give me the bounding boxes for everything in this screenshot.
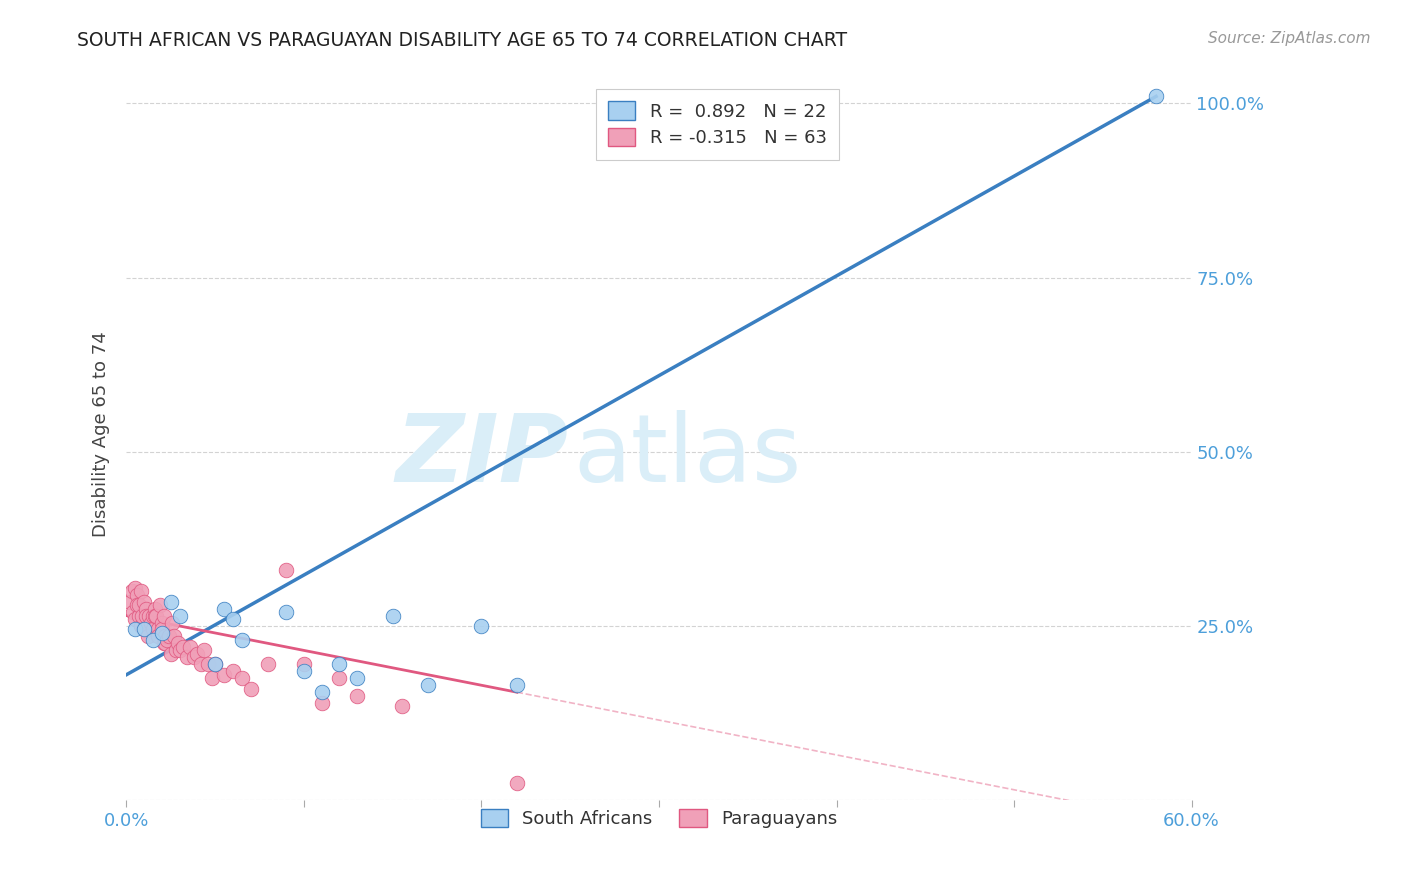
Point [159,647,181,661]
Text: SOUTH AFRICAN VS PARAGUAYAN DISABILITY AGE 65 TO 74 CORRELATION CHART: SOUTH AFRICAN VS PARAGUAYAN DISABILITY A… [77,31,848,50]
Point [132,594,155,608]
Point [132,623,155,637]
Point [152,636,174,650]
Point [125,588,148,602]
Point [169,643,191,657]
Point [132,623,155,637]
Point [157,630,180,644]
Point [135,601,157,615]
Point [129,619,152,633]
Point [142,608,165,623]
Point [292,665,315,679]
Point [142,632,165,647]
Point [145,608,167,623]
Point [162,615,184,630]
Point [150,623,173,637]
Point [166,636,188,650]
Point [381,608,404,623]
Point [190,657,212,672]
Point [179,640,201,654]
Point [143,601,166,615]
Point [156,632,179,647]
Point [172,640,194,654]
Point [128,598,150,612]
Point [346,671,368,685]
Point [231,671,253,685]
Point [124,581,146,595]
Point [163,630,186,644]
Point [135,608,157,623]
Point [257,657,280,672]
Point [1144,89,1167,103]
Point [124,623,146,637]
Point [155,636,177,650]
Point [165,643,187,657]
Point [149,598,172,612]
Point [148,630,170,644]
Point [328,671,350,685]
Point [346,689,368,703]
Point [121,584,143,599]
Text: atlas: atlas [574,410,801,502]
Point [150,626,173,640]
Point [150,615,173,630]
Point [193,643,215,657]
Point [152,608,174,623]
Point [506,776,529,790]
Text: Source: ZipAtlas.com: Source: ZipAtlas.com [1208,31,1371,46]
Y-axis label: Disability Age 65 to 74: Disability Age 65 to 74 [93,332,110,537]
Point [212,601,235,615]
Point [470,619,492,633]
Point [239,681,262,696]
Point [197,657,219,672]
Point [506,678,529,692]
Point [124,612,146,626]
Text: ZIP: ZIP [395,410,568,502]
Point [204,657,226,672]
Point [231,632,253,647]
Point [169,608,191,623]
Point [418,678,440,692]
Point [204,657,226,672]
Point [311,696,333,710]
Point [222,612,245,626]
Point [292,657,315,672]
Point [183,650,205,665]
Point [142,623,165,637]
Point [131,608,153,623]
Point [122,605,145,619]
Point [136,630,159,644]
Point [274,563,297,577]
Point [155,630,177,644]
Point [200,671,222,685]
Point [143,608,166,623]
Point [222,665,245,679]
Point [138,608,160,623]
Point [328,657,350,672]
Point [391,699,413,714]
Point [128,608,150,623]
Point [274,605,297,619]
Point [125,598,148,612]
Point [118,594,141,608]
Legend: South Africans, Paraguayans: South Africans, Paraguayans [474,801,845,835]
Point [129,584,152,599]
Point [186,647,208,661]
Point [176,650,198,665]
Point [159,594,181,608]
Point [141,615,163,630]
Point [148,623,170,637]
Point [311,685,333,699]
Point [212,667,235,681]
